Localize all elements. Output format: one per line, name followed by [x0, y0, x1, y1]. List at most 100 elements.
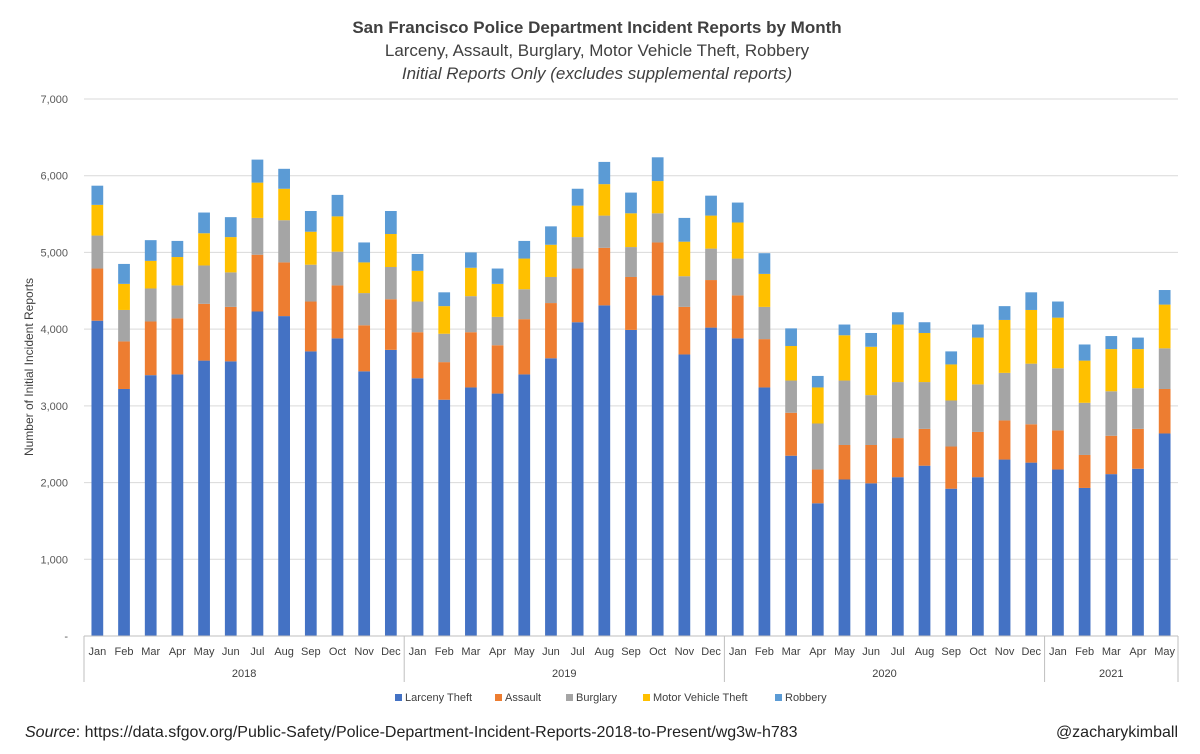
bar-segment: [384, 267, 397, 300]
bar-segment: [1105, 349, 1118, 392]
x-tick-label: Jul: [250, 646, 264, 658]
chart-subtitle-2: Initial Reports Only (excludes supplemen…: [402, 64, 792, 83]
author-handle: @zacharykimball: [1055, 724, 1178, 741]
bar-segment: [571, 188, 584, 206]
bar-segment: [998, 459, 1011, 636]
bar-segment: [1025, 424, 1038, 463]
x-tick-label: Mar: [141, 646, 160, 658]
bar-segment: [278, 316, 290, 636]
bar-segment: [411, 378, 424, 636]
bar-segment: [144, 375, 157, 636]
bar-segment: [705, 195, 717, 216]
y-axis-ticks: - 1,000 2,000 3,000 4,000 5,000 6,000 7,000: [40, 94, 68, 643]
bar-segment: [1052, 430, 1064, 470]
bar-segment: [571, 322, 584, 636]
x-axis: Jan Feb Mar Apr May Jun Jul Aug Sep Oct Nov Dec Jan F…: [83, 635, 1179, 682]
x-tick-label: Dec: [1021, 646, 1041, 658]
bar-segment: [278, 188, 290, 221]
x-tick-label: Mar: [1102, 646, 1121, 658]
legend-item: Larceny Theft: [395, 692, 472, 704]
bar-segment: [438, 333, 451, 363]
bar-segment: [758, 339, 771, 388]
bar-segment: [331, 216, 344, 252]
bar-segment: [331, 194, 344, 217]
bar-segment: [998, 420, 1011, 460]
x-tick-label: Sep: [301, 646, 321, 658]
bar-segment: [651, 157, 664, 182]
bar-segment: [91, 235, 104, 269]
y-tick-label: 5,000: [40, 247, 68, 259]
bar-segment: [118, 388, 130, 636]
x-tick-label: Jun: [542, 646, 560, 658]
bar-segment: [1052, 301, 1064, 318]
bar-segment: [465, 296, 477, 333]
bar-segment: [1025, 462, 1038, 636]
bar-segment: [411, 270, 424, 302]
bar-segment: [918, 382, 931, 429]
bar-segment: [1132, 388, 1144, 429]
bar-segment: [465, 252, 477, 268]
x-tick-label: May: [1154, 646, 1175, 658]
bar-segment: [171, 318, 184, 375]
bar-segment: [1105, 391, 1118, 436]
bar-segment: [438, 362, 451, 400]
legend-swatch: [395, 694, 402, 701]
legend-swatch: [566, 694, 573, 701]
bar-segment: [731, 258, 744, 296]
legend-label: Burglary: [576, 692, 617, 704]
bar-segment: [384, 234, 397, 268]
x-tick-label: May: [514, 646, 535, 658]
bar-segment: [678, 306, 691, 355]
x-tick-label: Feb: [435, 646, 454, 658]
bar-segment: [118, 309, 130, 342]
bar-segment: [384, 211, 397, 235]
legend: Larceny Theft Assault Burglary Motor Vehicl…: [395, 692, 827, 704]
bar-segment: [838, 380, 851, 445]
bar-segment: [571, 237, 584, 269]
bar-segment: [224, 272, 237, 307]
bar-segment: [811, 469, 824, 504]
bar-segment: [891, 477, 904, 636]
bar-segment: [785, 412, 797, 456]
bar-segment: [198, 265, 210, 304]
bar-segment: [1105, 336, 1118, 350]
source-label: Source: [25, 724, 76, 741]
bar-segment: [411, 301, 424, 333]
x-tick-label: Apr: [1129, 646, 1146, 658]
bar-segment: [758, 306, 771, 340]
x-tick-label: Oct: [969, 646, 986, 658]
x-tick-label: Jul: [891, 646, 905, 658]
bar-segment: [891, 312, 904, 325]
bar-segment: [198, 303, 210, 361]
bar-segment: [518, 258, 531, 290]
bar-segment: [678, 276, 691, 307]
bar-segment: [651, 181, 664, 214]
x-tick-label: Aug: [915, 646, 935, 658]
bar-segment: [358, 242, 371, 263]
bar-segment: [1078, 402, 1091, 455]
bar-segment: [1105, 474, 1118, 636]
bars: [91, 157, 1171, 636]
bar-segment: [1158, 290, 1171, 305]
x-tick-label: Apr: [809, 646, 826, 658]
bar-segment: [411, 253, 424, 271]
bar-segment: [972, 337, 984, 385]
legend-swatch: [643, 694, 650, 701]
source-footer: Source: https://data.sfgov.org/Public-Sa…: [25, 724, 798, 742]
bar-segment: [518, 289, 531, 320]
bar-segment: [758, 253, 771, 274]
y-tick-label: 7,000: [40, 94, 68, 106]
x-tick-label: Feb: [115, 646, 134, 658]
x-tick-label: Aug: [595, 646, 615, 658]
bar-segment: [1158, 304, 1171, 349]
year-label: 2018: [232, 668, 256, 680]
y-tick-label: 6,000: [40, 171, 68, 183]
bar-segment: [545, 244, 557, 277]
legend-label: Robbery: [785, 692, 827, 704]
bar-segment: [1132, 428, 1144, 469]
bar-segment: [918, 428, 931, 466]
bar-segment: [251, 254, 264, 312]
bar-segment: [731, 338, 744, 636]
bar-segment: [625, 329, 637, 636]
